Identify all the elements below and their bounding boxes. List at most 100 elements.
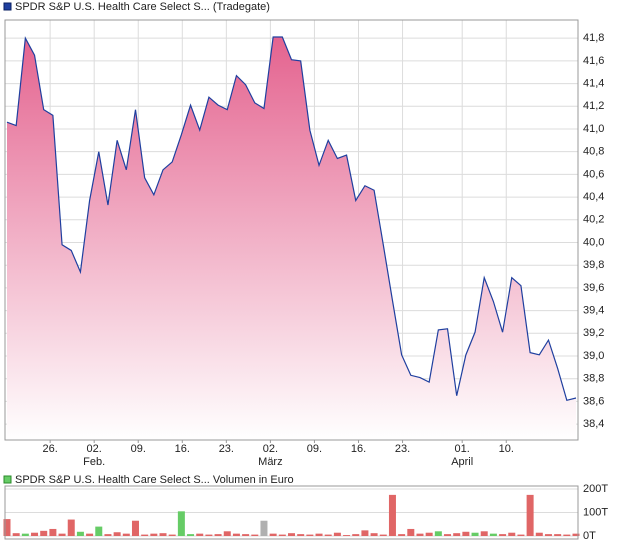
y-tick-label: 38,6 bbox=[583, 395, 604, 407]
area bbox=[7, 37, 576, 440]
volume-bar bbox=[12, 533, 20, 536]
volume-bar bbox=[260, 520, 268, 536]
x-tick-label: 16. bbox=[351, 443, 366, 455]
volume-bar bbox=[76, 531, 84, 536]
volume-bar bbox=[453, 533, 461, 536]
volume-bar bbox=[150, 533, 158, 536]
volume-bar bbox=[333, 532, 341, 536]
y-tick-label: 40,6 bbox=[583, 168, 604, 180]
x-tick-label: 02. bbox=[87, 443, 102, 455]
plot-frame bbox=[4, 485, 579, 540]
volume-bar bbox=[563, 534, 571, 536]
volume-bar bbox=[388, 494, 396, 536]
volume-bar bbox=[86, 533, 94, 536]
volume-bar bbox=[131, 520, 139, 536]
volume-bar bbox=[278, 534, 286, 536]
volume-bar bbox=[434, 531, 442, 536]
volume-bar bbox=[508, 532, 516, 536]
volume-bar bbox=[554, 534, 562, 536]
volume-bar bbox=[572, 533, 580, 536]
volume-bar bbox=[480, 531, 488, 536]
volume-bar bbox=[489, 533, 497, 536]
volume-bar bbox=[425, 532, 433, 536]
volume-bar bbox=[444, 534, 452, 536]
price-line bbox=[6, 36, 577, 401]
volume-bar bbox=[352, 534, 360, 536]
y-tick-label: 0T bbox=[583, 530, 596, 542]
month-label: Feb. bbox=[83, 456, 105, 468]
volume-bar bbox=[214, 534, 222, 536]
x-tick-label: 02. bbox=[263, 443, 278, 455]
volume-bar bbox=[462, 531, 470, 536]
volume-bar bbox=[40, 530, 48, 536]
legend-label: SPDR S&P U.S. Health Care Select S... Vo… bbox=[15, 474, 294, 486]
y-tick-label: 40,2 bbox=[583, 214, 604, 226]
volume-bar bbox=[205, 534, 213, 536]
volume-bar bbox=[122, 533, 130, 536]
plot-frame bbox=[4, 19, 579, 441]
legend-swatch bbox=[3, 475, 12, 484]
y-tick-label: 39,2 bbox=[583, 327, 604, 339]
volume-bar bbox=[104, 534, 112, 536]
volume-bar bbox=[370, 533, 378, 536]
volume-bar bbox=[21, 533, 29, 536]
legend-swatch bbox=[3, 2, 12, 11]
month-label: April bbox=[451, 456, 473, 468]
y-tick-label: 41,8 bbox=[583, 32, 604, 44]
y-tick-label: 41,2 bbox=[583, 100, 604, 112]
y-tick-label: 39,4 bbox=[583, 305, 604, 317]
volume-bar bbox=[3, 519, 11, 536]
volume-bar bbox=[297, 534, 305, 536]
volume-bar bbox=[379, 534, 387, 536]
legend-label: SPDR S&P U.S. Health Care Select S... (T… bbox=[15, 1, 270, 13]
y-tick-label: 200T bbox=[583, 483, 608, 495]
y-tick-label: 39,0 bbox=[583, 350, 604, 362]
volume-bar bbox=[343, 535, 351, 536]
y-tick-label: 38,8 bbox=[583, 373, 604, 385]
y-tick-label: 41,0 bbox=[583, 123, 604, 135]
y-tick-label: 100T bbox=[583, 506, 608, 518]
volume-bar bbox=[242, 534, 250, 536]
y-tick-label: 39,8 bbox=[583, 259, 604, 271]
x-tick-label: 16. bbox=[175, 443, 190, 455]
volume-bar bbox=[141, 534, 149, 536]
volume-bar bbox=[306, 534, 314, 536]
x-tick-label: 23. bbox=[395, 443, 410, 455]
volume-bar bbox=[177, 511, 185, 536]
volume-bar bbox=[526, 494, 534, 536]
volume-bar bbox=[398, 534, 406, 536]
volume-bar bbox=[251, 534, 259, 536]
volume-bar bbox=[324, 534, 332, 536]
volume-bar bbox=[159, 533, 167, 536]
volume-bar bbox=[58, 533, 66, 536]
volume-bar bbox=[269, 533, 277, 536]
x-tick-label: 09. bbox=[307, 443, 322, 455]
volume-bar bbox=[67, 519, 75, 536]
volume-bar bbox=[187, 534, 195, 536]
y-tick-label: 40,4 bbox=[583, 191, 604, 203]
volume-bar bbox=[416, 533, 424, 536]
y-tick-label: 41,4 bbox=[583, 77, 604, 89]
volume-bar bbox=[288, 533, 295, 536]
x-tick-label: 10. bbox=[499, 443, 514, 455]
volume-bar bbox=[361, 530, 369, 536]
volume-bar bbox=[95, 526, 103, 536]
volume-bar bbox=[499, 534, 507, 536]
volume-bar bbox=[544, 534, 552, 536]
volume-bar bbox=[471, 532, 479, 536]
volume-bar bbox=[517, 534, 525, 536]
month-label: März bbox=[258, 456, 282, 468]
volume-bar bbox=[168, 534, 176, 536]
volume-bar bbox=[196, 533, 204, 536]
volume-bar bbox=[315, 533, 323, 536]
volume-bar bbox=[232, 533, 240, 536]
x-tick-label: 01. bbox=[455, 443, 470, 455]
y-tick-label: 40,0 bbox=[583, 236, 604, 248]
y-tick-label: 38,4 bbox=[583, 418, 604, 430]
y-tick-label: 41,6 bbox=[583, 55, 604, 67]
y-tick-label: 39,6 bbox=[583, 282, 604, 294]
volume-bar bbox=[113, 532, 121, 536]
volume-bar bbox=[223, 531, 231, 536]
x-tick-label: 26. bbox=[42, 443, 57, 455]
